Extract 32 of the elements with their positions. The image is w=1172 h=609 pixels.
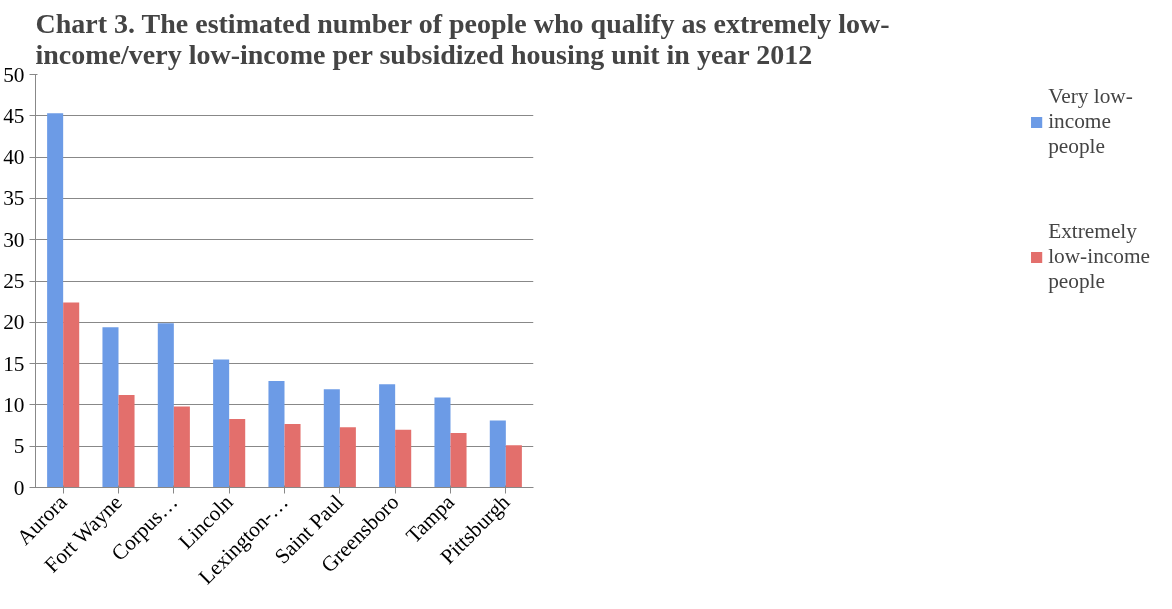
- bar: [434, 397, 451, 488]
- bar: [323, 389, 340, 488]
- bar: [284, 423, 301, 488]
- bar: [47, 113, 64, 488]
- bar: [157, 323, 174, 488]
- y-tick-label: 45: [3, 103, 25, 128]
- bar: [505, 445, 522, 488]
- y-tick-label: 10: [3, 392, 25, 417]
- bar: [173, 406, 190, 488]
- bar: [102, 327, 119, 488]
- y-tick-label: 30: [3, 227, 25, 252]
- y-tick-label: 5: [13, 434, 25, 459]
- bar: [395, 429, 412, 488]
- bar: [118, 394, 135, 488]
- y-tick-label: 25: [3, 269, 25, 293]
- y-tick-label: 35: [3, 186, 25, 211]
- legend-label: Very low-income people: [1048, 84, 1133, 159]
- bar: [379, 384, 396, 488]
- bar: [63, 302, 80, 488]
- bar: [268, 380, 285, 488]
- bar: [450, 432, 467, 488]
- y-tick-label: 20: [3, 310, 25, 335]
- bar: [213, 359, 230, 488]
- legend-label: Extremely low-income people: [1048, 219, 1150, 294]
- y-tick-label: 15: [3, 351, 25, 376]
- bar: [489, 420, 506, 488]
- bar: [339, 427, 356, 488]
- y-tick-label: 50: [3, 62, 25, 87]
- y-tick-label: 0: [13, 475, 25, 500]
- bar: [229, 418, 246, 488]
- y-tick-label: 40: [3, 145, 25, 170]
- chart-title: Chart 3. The estimated number of people who qualify as extremely low-income/very low-income per subsidized housing unit in year 2012: [35, 7, 890, 70]
